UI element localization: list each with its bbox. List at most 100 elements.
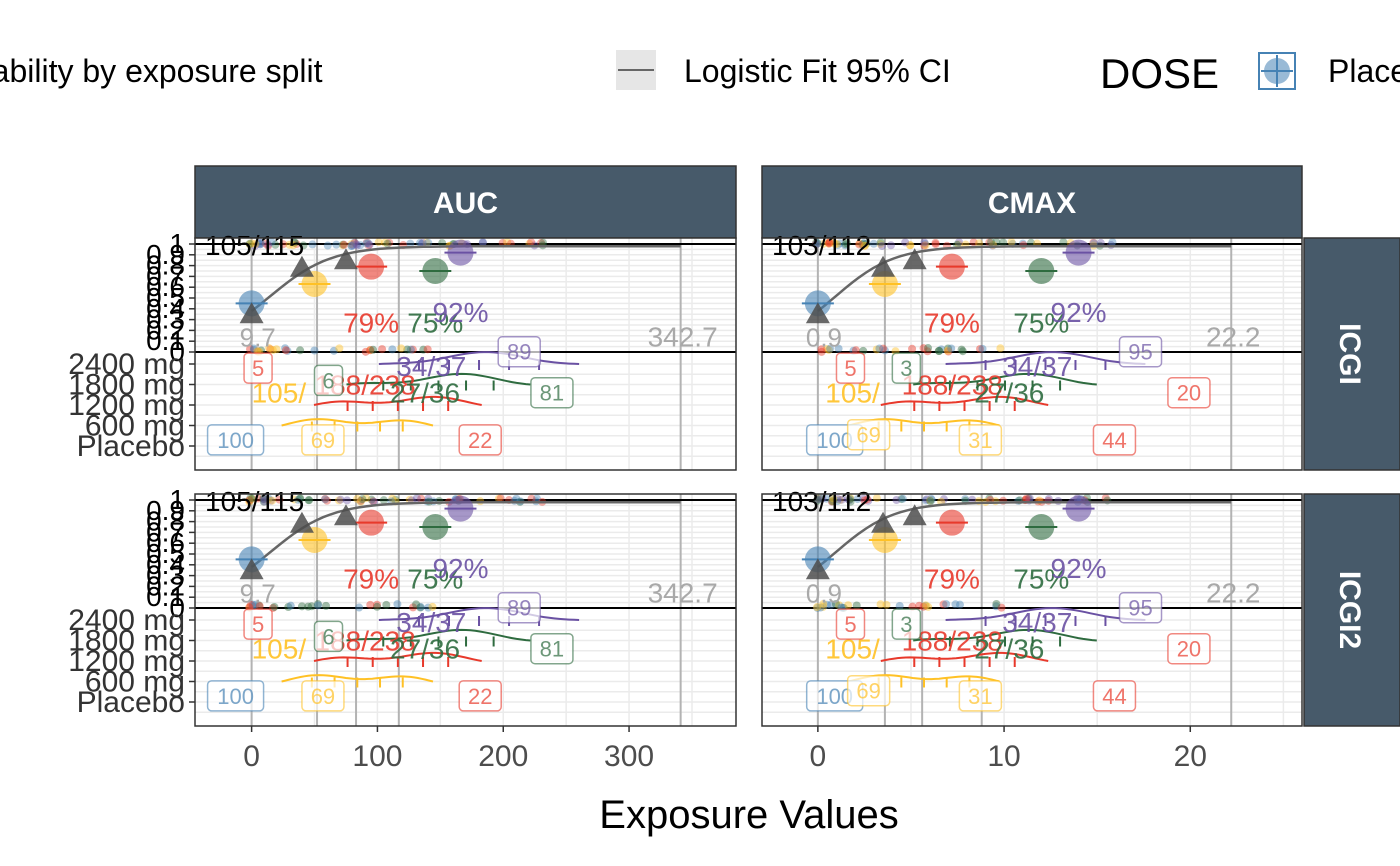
response-point bbox=[353, 241, 362, 250]
response-point bbox=[249, 344, 258, 353]
response-point bbox=[366, 600, 375, 609]
dose-count-box bbox=[835, 608, 866, 640]
density-curve bbox=[378, 351, 580, 365]
y-tick-label-dose: 2400 mg bbox=[68, 604, 185, 637]
response-point bbox=[824, 345, 833, 354]
response-point bbox=[335, 344, 344, 353]
response-point bbox=[369, 345, 378, 354]
response-point bbox=[939, 495, 948, 504]
dose-count-box bbox=[458, 680, 502, 712]
response-point bbox=[985, 494, 994, 503]
dose-count-label: 31 bbox=[968, 428, 992, 453]
response-point bbox=[275, 495, 284, 504]
dose-count-label: 3 bbox=[900, 356, 912, 381]
y-tick-label-dose: 1800 mg bbox=[68, 625, 185, 658]
response-point bbox=[362, 238, 371, 247]
dose-prob-label: 92% bbox=[1051, 553, 1107, 584]
response-point bbox=[299, 241, 308, 250]
ratio-text: 105/115 bbox=[205, 230, 304, 261]
response-point bbox=[385, 238, 394, 247]
dose-count-box bbox=[301, 680, 345, 712]
response-point bbox=[259, 494, 268, 503]
ratio-label: 34/37 bbox=[1002, 607, 1072, 638]
response-point bbox=[260, 494, 269, 503]
dose-count-label: 100 bbox=[217, 684, 254, 709]
response-point bbox=[246, 494, 255, 503]
response-point bbox=[323, 241, 332, 250]
response-point bbox=[366, 346, 375, 355]
response-point bbox=[923, 347, 932, 356]
response-point bbox=[350, 239, 359, 248]
response-point bbox=[416, 238, 425, 247]
response-point bbox=[364, 239, 373, 248]
response-point bbox=[958, 347, 967, 356]
y-tick-label-dose: 1200 mg bbox=[68, 389, 185, 422]
dose-prob-label: 75% bbox=[407, 308, 463, 339]
response-point bbox=[339, 240, 348, 249]
y-tick-label: 0.1 bbox=[146, 581, 185, 612]
cut-label-last: 22.2 bbox=[1206, 578, 1261, 609]
response-point bbox=[832, 240, 841, 249]
response-point bbox=[862, 239, 871, 248]
response-point bbox=[895, 601, 904, 610]
ratio-label: 27/36 bbox=[390, 634, 460, 665]
density-curve bbox=[945, 351, 1146, 365]
response-point bbox=[510, 496, 519, 505]
response-point bbox=[478, 238, 487, 247]
response-point bbox=[921, 601, 930, 610]
y-tick-label: 0.1 bbox=[146, 325, 185, 356]
y-tick-label: 0.8 bbox=[146, 506, 185, 537]
dose-prob-label: 75% bbox=[407, 564, 463, 595]
y-tick-label-dose: Placebo bbox=[77, 430, 185, 463]
dose-count-label: 69 bbox=[856, 423, 880, 448]
strip-row-1 bbox=[1303, 493, 1400, 727]
dose-count-label: 69 bbox=[311, 428, 335, 453]
y-tick-label: 0.8 bbox=[146, 250, 185, 281]
strip-row-0 bbox=[1303, 237, 1400, 471]
x-tick-label: 200 bbox=[478, 740, 528, 773]
response-point bbox=[245, 239, 254, 248]
ratio-label: 34/37 bbox=[396, 351, 466, 382]
response-point bbox=[846, 495, 855, 504]
response-point bbox=[906, 241, 915, 250]
legend-prob-label: Observed probability by exposure split bbox=[0, 53, 323, 89]
dose-prob-label: 79% bbox=[924, 308, 980, 339]
y-tick-label-dose: 2400 mg bbox=[68, 348, 185, 381]
response-point bbox=[264, 494, 273, 503]
dose-count-box bbox=[497, 591, 541, 624]
density-curve bbox=[378, 607, 580, 621]
response-point bbox=[538, 238, 547, 247]
response-point bbox=[816, 603, 825, 612]
density-curve bbox=[346, 628, 531, 642]
dose-count-box bbox=[1092, 680, 1137, 712]
response-point bbox=[931, 238, 940, 247]
dose-count-box bbox=[497, 335, 541, 368]
panel-border bbox=[761, 237, 1303, 471]
response-point bbox=[813, 494, 822, 503]
dose-count-label: 6 bbox=[322, 368, 334, 393]
split-prob-point bbox=[239, 558, 264, 580]
response-point bbox=[259, 497, 268, 506]
x-tick-label: 10 bbox=[987, 740, 1020, 773]
response-point bbox=[842, 239, 851, 248]
response-point bbox=[860, 496, 869, 505]
response-point bbox=[405, 495, 414, 504]
legend-dose-first: Placebo bbox=[1328, 53, 1400, 89]
response-point bbox=[934, 346, 943, 355]
dose-count-label: 6 bbox=[322, 624, 334, 649]
response-point bbox=[322, 496, 331, 505]
response-point bbox=[388, 494, 397, 503]
response-point bbox=[876, 600, 885, 609]
response-point bbox=[935, 346, 944, 355]
x-tick-label: 300 bbox=[604, 740, 654, 773]
response-point bbox=[423, 345, 432, 354]
response-point bbox=[380, 238, 389, 247]
response-point bbox=[818, 494, 827, 503]
dose-count-box bbox=[846, 418, 891, 451]
response-point bbox=[494, 494, 503, 503]
response-point bbox=[340, 240, 349, 249]
ratio-text: 103/112 bbox=[772, 230, 871, 261]
response-point bbox=[898, 494, 907, 503]
ratio-label: 34/37 bbox=[1002, 351, 1072, 382]
